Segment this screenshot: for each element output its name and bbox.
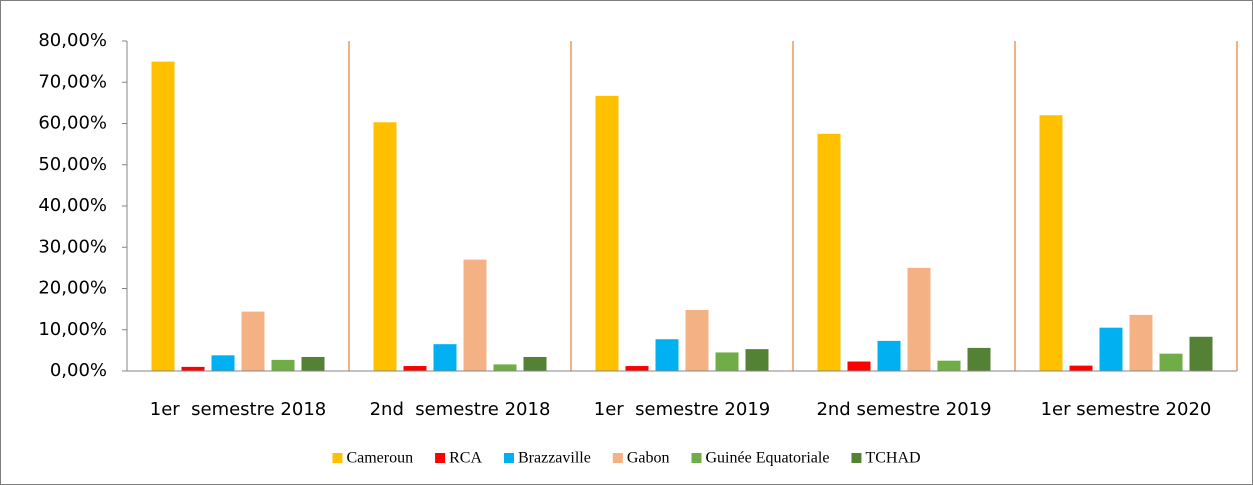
y-tick-label: 20,00% bbox=[38, 278, 107, 299]
legend-swatch bbox=[504, 453, 514, 463]
legend-label: Brazzaville bbox=[518, 450, 591, 467]
bar bbox=[817, 133, 841, 371]
bar bbox=[715, 352, 739, 371]
y-tick-label: 30,00% bbox=[38, 236, 107, 257]
x-tick-label: 2nd semestre 2019 bbox=[816, 399, 991, 420]
y-tick-label: 60,00% bbox=[38, 113, 107, 134]
bar bbox=[1099, 327, 1123, 371]
bar bbox=[523, 356, 547, 371]
bar bbox=[967, 347, 991, 371]
x-tick-label: 2nd semestre 2018 bbox=[370, 399, 551, 420]
bar bbox=[181, 366, 205, 371]
bar bbox=[745, 349, 769, 371]
bar bbox=[595, 95, 619, 372]
y-tick-label: 10,00% bbox=[38, 319, 107, 340]
x-tick-label: 1er semestre 2020 bbox=[1041, 399, 1212, 420]
legend-swatch bbox=[332, 453, 343, 463]
y-tick-label: 40,00% bbox=[38, 195, 107, 216]
bar bbox=[1189, 336, 1213, 371]
bar bbox=[655, 339, 679, 371]
bar bbox=[1039, 115, 1063, 371]
bar bbox=[241, 311, 265, 371]
legend-label: RCA bbox=[449, 450, 482, 467]
legend-label: Gabon bbox=[627, 450, 670, 467]
bar bbox=[301, 356, 325, 371]
y-tick-label: 0,00% bbox=[50, 360, 107, 381]
bar bbox=[433, 344, 457, 371]
legend-swatch bbox=[612, 453, 623, 463]
bar bbox=[847, 361, 871, 371]
x-tick-label: 1er semestre 2018 bbox=[150, 399, 326, 420]
legend-swatch bbox=[851, 453, 862, 463]
bar bbox=[937, 360, 961, 371]
y-tick-label: 50,00% bbox=[38, 154, 107, 175]
bar bbox=[463, 259, 487, 371]
bar bbox=[685, 309, 709, 371]
bar bbox=[211, 355, 235, 371]
bar bbox=[1159, 353, 1183, 371]
legend-label: Cameroun bbox=[346, 450, 413, 467]
x-tick-label: 1er semestre 2019 bbox=[594, 399, 770, 420]
y-tick-label: 80,00% bbox=[38, 30, 107, 51]
legend-label: TCHAD bbox=[865, 450, 920, 467]
bar bbox=[1069, 365, 1093, 371]
bar bbox=[373, 122, 397, 371]
bar bbox=[271, 359, 295, 371]
bar bbox=[1129, 314, 1153, 371]
legend-label: Guinée Equatoriale bbox=[706, 450, 830, 467]
bar bbox=[493, 364, 517, 371]
bar bbox=[625, 366, 649, 371]
legend-swatch bbox=[691, 453, 702, 463]
y-tick-label: 70,00% bbox=[38, 71, 107, 92]
legend-swatch bbox=[435, 453, 446, 463]
bar bbox=[403, 366, 427, 371]
bar bbox=[151, 61, 175, 371]
bar bbox=[907, 267, 931, 371]
bar bbox=[877, 340, 901, 371]
